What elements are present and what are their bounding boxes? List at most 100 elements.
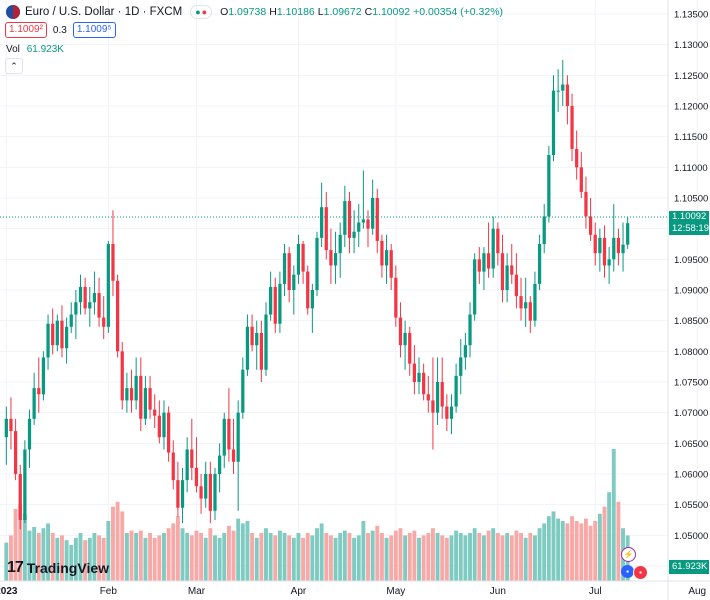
volume-bar — [9, 535, 13, 581]
eu-flag-event-icon[interactable]: ▪ — [633, 565, 648, 580]
volume-bar — [565, 523, 570, 581]
grid-lines — [0, 0, 698, 581]
volume-bar — [366, 533, 370, 581]
volume-bar — [379, 533, 384, 581]
volume-bar — [55, 537, 60, 581]
candle-body — [500, 253, 505, 290]
time-axis[interactable]: 2023FebMarAprMayJunJulAug21 — [0, 586, 710, 597]
time-tick-label: Jul — [589, 586, 602, 597]
volume-bar — [199, 533, 204, 581]
volume-bar — [240, 523, 245, 581]
price-tick-label: 1.08000 — [674, 347, 708, 358]
candle-body — [389, 250, 393, 278]
volume-bar — [138, 530, 143, 581]
volume-bar — [143, 537, 148, 581]
volume-bar — [189, 535, 194, 581]
candle-body — [287, 253, 291, 290]
candle-body — [621, 244, 625, 254]
candle-body — [97, 293, 101, 318]
volume-bar — [73, 537, 78, 581]
volume-bar — [92, 533, 97, 581]
time-tick-label: May — [386, 586, 405, 597]
candle-body — [482, 253, 486, 272]
volume-bar — [69, 545, 74, 581]
candle-body — [616, 237, 621, 254]
volume-bar — [333, 537, 338, 581]
price-tick-label: 1.12500 — [674, 71, 708, 82]
candle-body — [250, 326, 254, 346]
us-flag-event-icon[interactable]: ▪ — [621, 565, 634, 578]
candle-body — [371, 198, 375, 229]
volume-bar — [185, 533, 190, 581]
candle-body — [64, 326, 69, 349]
volume-bar — [97, 535, 102, 581]
candle-body — [310, 290, 314, 309]
sell-button[interactable]: 1.1009² — [5, 22, 47, 38]
candle-body — [32, 388, 36, 419]
volume-bar — [338, 533, 343, 581]
volume-legend[interactable]: Vol 61.923K — [6, 44, 64, 55]
candle-body — [282, 253, 287, 284]
volume-bar — [273, 535, 278, 581]
candle-body — [575, 148, 579, 168]
volume-bar — [60, 535, 64, 581]
volume-bar — [324, 533, 329, 581]
candle-body — [422, 372, 426, 395]
bar-countdown: 12:58:19 — [672, 223, 709, 234]
symbol-title[interactable]: Euro / U.S. Dollar · 1D · FXCM — [25, 6, 183, 18]
volume-bar — [509, 535, 514, 581]
candle-body — [227, 418, 231, 450]
candle-body — [412, 363, 417, 382]
price-tick-label: 1.07500 — [674, 378, 708, 389]
lightning-event-icon[interactable]: ⚡ — [621, 547, 636, 562]
candle-body — [612, 237, 616, 260]
volume-bar — [264, 528, 268, 581]
volume-label: Vol — [6, 44, 20, 55]
volume-bar — [574, 521, 579, 581]
ohlc-close-key: C — [364, 6, 373, 18]
candle-body — [454, 375, 458, 407]
candle-body — [273, 286, 277, 324]
price-tick-label: 1.13000 — [674, 40, 708, 51]
candle-body — [51, 323, 55, 346]
volume-bar — [32, 527, 37, 581]
candle-body — [380, 240, 384, 266]
spread-value: 0.3 — [52, 24, 67, 36]
volume-bar — [254, 537, 259, 581]
indicator-toggle[interactable]: ● ● — [190, 5, 213, 19]
time-tick-label: Feb — [100, 586, 118, 597]
volume-bar — [352, 537, 357, 581]
volume-bar — [124, 533, 129, 581]
volume-bar — [403, 535, 408, 581]
candle-body — [296, 244, 301, 275]
candle-body — [579, 167, 583, 192]
price-axis[interactable]: 1.13500 1.13000 1.12500 1.12000 1.11500 1.110… — [674, 10, 708, 573]
volume-bar — [532, 535, 537, 581]
volume-bar — [111, 506, 115, 581]
candle-body — [41, 357, 46, 395]
candle-body — [134, 375, 138, 401]
candle-body — [269, 286, 273, 315]
candle-body — [245, 326, 250, 370]
volume-bar — [430, 528, 435, 581]
candle-body — [477, 259, 481, 272]
volume-bar — [389, 535, 394, 581]
candle-body — [78, 286, 83, 303]
volume-bar — [463, 535, 468, 581]
volume-bar — [319, 523, 324, 581]
ohlc-low-key: L — [317, 6, 324, 18]
collapse-legend-button[interactable]: ⌃ — [5, 58, 23, 74]
volume-bar — [556, 518, 561, 581]
candle-body — [139, 375, 143, 419]
candle-body — [347, 201, 352, 238]
buy-button[interactable]: 1.1009⁵ — [72, 22, 116, 38]
candle-body — [435, 382, 440, 413]
ohlc-close-value: 1.10092 — [372, 6, 411, 18]
candle-body — [13, 431, 18, 474]
candle-body — [88, 302, 92, 309]
volume-value: 61.923K — [26, 44, 64, 55]
volume-bar — [398, 528, 403, 581]
chart-header: Euro / U.S. Dollar · 1D · FXCM ● ● O1.09… — [6, 4, 503, 20]
tradingview-logo[interactable]: 17 TradingView — [7, 559, 109, 577]
